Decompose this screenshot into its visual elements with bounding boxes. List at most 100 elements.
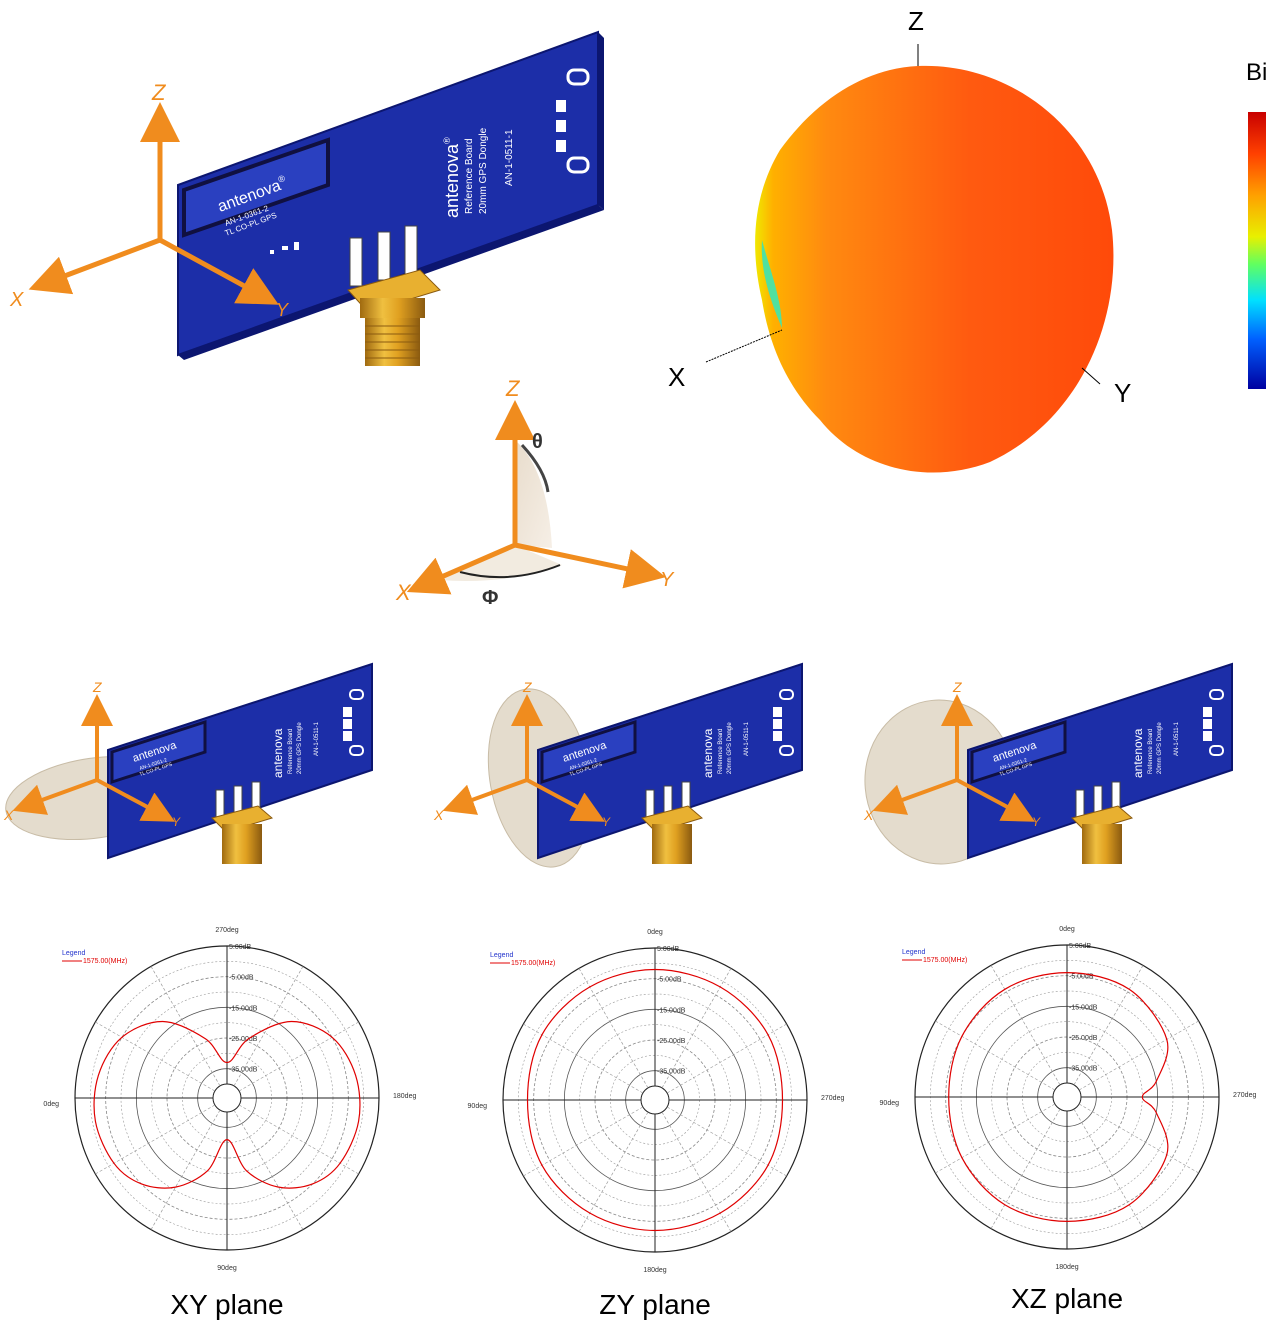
- radial-tick-label: -25.00dB: [229, 1036, 258, 1043]
- angle-label-left: 90deg: [468, 1103, 488, 1110]
- polar-spoke: [150, 966, 221, 1087]
- x-axis-label: X: [9, 289, 24, 311]
- angle-label-top: 0deg: [1059, 926, 1075, 933]
- board-brand-text: antenova: [1131, 728, 1145, 778]
- radial-tick-label: -35.00dB: [229, 1067, 258, 1074]
- x-axis-arrow: [406, 542, 516, 595]
- smd-component: [294, 242, 299, 250]
- pcb-board-edge: [598, 32, 604, 210]
- radial-tick-label: -25.00dB: [657, 1038, 686, 1045]
- polar-spoke: [935, 1020, 1056, 1091]
- y-axis-arrow: [96, 778, 176, 822]
- board-line1-text: Reference Board: [464, 138, 475, 214]
- antenna-module: [970, 719, 1067, 785]
- board-part-text: AN-1-0511-1: [1174, 721, 1180, 756]
- z-axis-label: Z: [151, 80, 167, 105]
- smd-component: [270, 250, 274, 254]
- z-axis-label: Z: [908, 6, 924, 36]
- legend-title: Legend: [62, 950, 85, 957]
- board-part-text: AN-1-0511-1: [314, 721, 320, 756]
- usb-pad: [779, 745, 794, 756]
- angle-label-left: 90deg: [880, 1100, 900, 1107]
- radial-tick-label: -35.00dB: [657, 1069, 686, 1076]
- radial-tick-label: 5.00dB: [1069, 943, 1092, 950]
- colorbar-label: Bi: [1246, 59, 1267, 86]
- usb-pad: [1203, 719, 1212, 729]
- x-axis-arrow: [28, 237, 161, 295]
- radial-tick-label: -5.00dB: [657, 977, 682, 984]
- y-axis-label: Y: [172, 815, 181, 829]
- y-axis-arrow: [514, 542, 666, 589]
- antenna-module: [540, 719, 637, 785]
- polar-spoke: [666, 1023, 787, 1094]
- y-axis-label: Y: [660, 569, 675, 591]
- usb-pad: [773, 707, 782, 717]
- board-line2-text: 20mm GPS Dongle: [727, 722, 733, 774]
- polar-center-circle: [212, 1083, 242, 1113]
- polar-spoke: [233, 1109, 304, 1230]
- radiation-pattern-surface: [755, 65, 1114, 473]
- y-axis-label: Y: [276, 300, 290, 320]
- polar-spoke: [150, 1109, 221, 1230]
- polar-chart-2: 0deg 180deg 90deg 270deg 5.00dB -5.00dB -15.00…: [468, 929, 845, 1320]
- chart-caption: XZ plane: [1011, 1283, 1123, 1314]
- usb-pad: [779, 689, 794, 700]
- radial-tick-label: -15.00dB: [1069, 1004, 1098, 1011]
- chart-caption: ZY plane: [599, 1289, 711, 1320]
- usb-pad: [349, 745, 364, 756]
- polar-spoke: [661, 968, 732, 1089]
- board-line2-text: 20mm GPS Dongle: [297, 722, 303, 774]
- angle-label-right: 180deg: [393, 1093, 416, 1100]
- polar-spoke: [1073, 965, 1144, 1086]
- radial-tick-label: -15.00dB: [229, 1005, 258, 1012]
- legend-entry: 1575.00(MHz): [83, 958, 127, 965]
- x-axis-label: X: [3, 807, 14, 823]
- antenna-module: [182, 137, 330, 238]
- polar-spoke: [1073, 1108, 1144, 1229]
- y-axis-line: [1081, 367, 1101, 385]
- x-axis-arrow: [872, 778, 958, 815]
- phi-sector: [440, 545, 562, 581]
- z-axis-label: Z: [952, 679, 962, 695]
- y-axis-arrow: [526, 778, 606, 822]
- theta-cone: [515, 440, 552, 548]
- connector-barrel: [222, 824, 262, 864]
- angle-label-right: 270deg: [1233, 1092, 1256, 1099]
- polar-center-circle: [1052, 1082, 1082, 1112]
- x-axis-label: X: [863, 807, 874, 823]
- legend-entry: 1575.00(MHz): [511, 960, 555, 967]
- radial-tick-label: -5.00dB: [1069, 974, 1094, 981]
- polar-spoke: [990, 965, 1061, 1086]
- board-line2-text: 20mm GPS Dongle: [478, 127, 489, 214]
- connector-barrel: [652, 824, 692, 864]
- polar-chart-3: 0deg 180deg 90deg 270deg 5.00dB -5.00dB -15.00…: [880, 926, 1257, 1314]
- usb-pad: [343, 719, 352, 729]
- series-curve: [526, 968, 784, 1232]
- angle-label-bottom: 180deg: [643, 1267, 666, 1274]
- x-axis-label: X: [668, 362, 685, 392]
- polar-spoke: [1078, 1020, 1199, 1091]
- phi-label: Φ: [482, 587, 498, 609]
- usb-pad: [1203, 707, 1212, 717]
- usb-pad: [1203, 731, 1212, 741]
- polar-spoke: [238, 1021, 359, 1092]
- board-brand-text: antenova®: [442, 137, 462, 218]
- polar-spoke: [661, 1111, 732, 1232]
- polar-spoke: [578, 1111, 649, 1232]
- board-part-text: AN-1-0511-1: [504, 129, 515, 186]
- angle-label-top: 270deg: [215, 927, 238, 934]
- polar-spoke: [1078, 1103, 1199, 1174]
- connector-barrel: [1082, 824, 1122, 864]
- y-axis-arrow: [158, 237, 279, 305]
- z-axis-label: Z: [522, 679, 532, 695]
- usb-pad: [1209, 745, 1224, 756]
- angle-label-top: 0deg: [647, 929, 663, 936]
- polar-spoke: [523, 1106, 644, 1177]
- chart-caption: XY plane: [170, 1289, 283, 1320]
- board-line1-text: Reference Board: [288, 729, 294, 774]
- polar-spoke: [523, 1023, 644, 1094]
- pattern-null-region: [761, 240, 782, 328]
- antenna-module: [110, 719, 207, 785]
- z-axis-label: Z: [505, 376, 521, 401]
